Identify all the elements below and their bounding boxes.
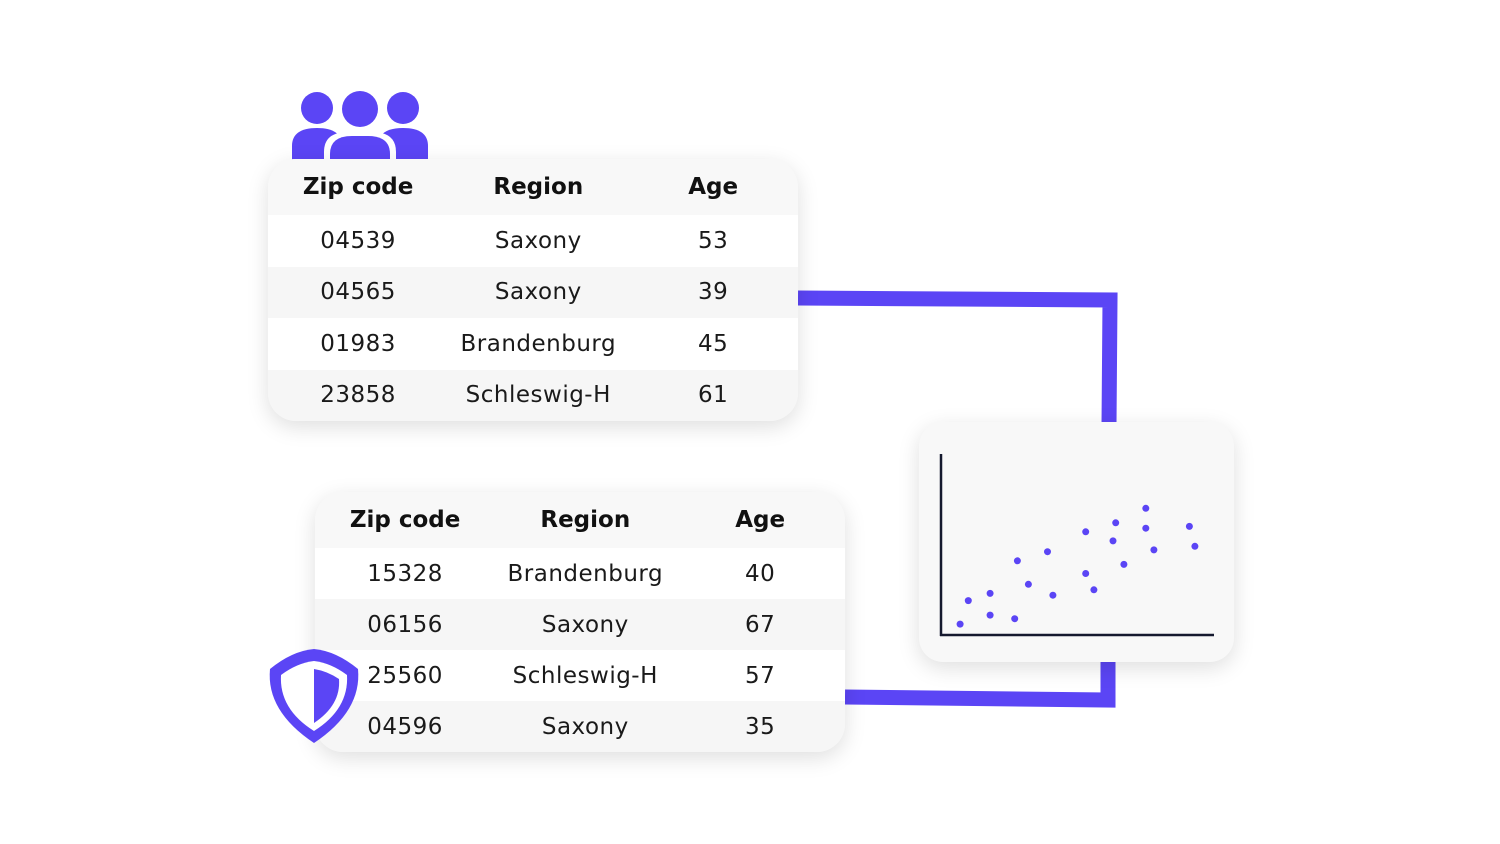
synthetic-data-table: Zip code Region Age 15328 Brandenburg 40… [315, 492, 845, 752]
synthetic-data-table-card: Zip code Region Age 15328 Brandenburg 40… [315, 492, 845, 752]
region-cell: Saxony [495, 701, 676, 752]
table-row: 04565 Saxony 39 [268, 266, 798, 318]
region-cell: Saxony [448, 266, 629, 318]
table-row: 23858 Schleswig-H 61 [268, 369, 798, 421]
table-header-row: Zip code Region Age [268, 159, 798, 215]
scatter-point [986, 589, 994, 597]
scatter-point [1185, 522, 1193, 530]
table-row: 01983 Brandenburg 45 [268, 318, 798, 370]
table-row: 06156 Saxony 67 [315, 599, 845, 650]
age-cell: 53 [628, 215, 798, 267]
table-header-row: Zip code Region Age [315, 492, 845, 548]
scatter-point [1013, 557, 1021, 565]
scatter-point [1024, 580, 1032, 588]
scatter-point [1142, 504, 1150, 512]
scatter-point [1044, 548, 1051, 556]
region-cell: Schleswig-H [495, 650, 676, 701]
age-cell: 57 [675, 650, 845, 701]
table-row: 04539 Saxony 53 [268, 215, 798, 267]
zip-code-cell: 23858 [268, 369, 449, 421]
region-cell: Saxony [448, 215, 629, 267]
column-header-zip-code: Zip code [268, 159, 449, 215]
table-row: 04596 Saxony 35 [315, 701, 845, 752]
scatter-point [956, 620, 964, 628]
scatter-point [1109, 537, 1117, 545]
scatter-point [1112, 519, 1120, 527]
scatter-point [1082, 528, 1090, 536]
scatter-point [1090, 586, 1098, 594]
column-header-zip-code: Zip code [315, 492, 496, 548]
column-header-age: Age [628, 159, 798, 215]
scatter-plot [939, 454, 1214, 637]
original-data-table: Zip code Region Age 04539 Saxony 53 0456… [268, 159, 798, 421]
zip-code-cell: 06156 [315, 599, 496, 650]
age-cell: 40 [675, 548, 845, 599]
shield-icon [264, 645, 364, 751]
region-cell: Brandenburg [448, 318, 629, 370]
people-group-icon [290, 87, 432, 174]
table-row: 25560 Schleswig-H 57 [315, 650, 845, 701]
scatter-point [986, 611, 994, 619]
age-cell: 45 [628, 318, 798, 370]
scatter-point [964, 597, 972, 605]
scatter-point [1142, 524, 1150, 532]
table-row: 15328 Brandenburg 40 [315, 548, 845, 599]
age-cell: 35 [675, 701, 845, 752]
zip-code-cell: 04539 [268, 215, 449, 267]
zip-code-cell: 15328 [315, 548, 496, 599]
scatter-point [1082, 570, 1090, 577]
age-cell: 61 [628, 369, 798, 421]
zip-code-cell: 01983 [268, 318, 449, 370]
column-header-region: Region [495, 492, 676, 548]
scatter-point [1191, 542, 1199, 550]
column-header-age: Age [675, 492, 845, 548]
column-header-region: Region [448, 159, 629, 215]
age-cell: 39 [628, 266, 798, 318]
region-cell: Schleswig-H [448, 369, 629, 421]
scatter-point [1049, 591, 1057, 599]
original-data-table-card: Zip code Region Age 04539 Saxony 53 0456… [268, 159, 798, 421]
scatter-chart-card [919, 422, 1234, 662]
scatter-point [1150, 546, 1158, 554]
age-cell: 67 [675, 599, 845, 650]
scatter-point [1120, 560, 1128, 568]
region-cell: Brandenburg [495, 548, 676, 599]
region-cell: Saxony [495, 599, 676, 650]
zip-code-cell: 04565 [268, 266, 449, 318]
scatter-point [1011, 615, 1019, 623]
